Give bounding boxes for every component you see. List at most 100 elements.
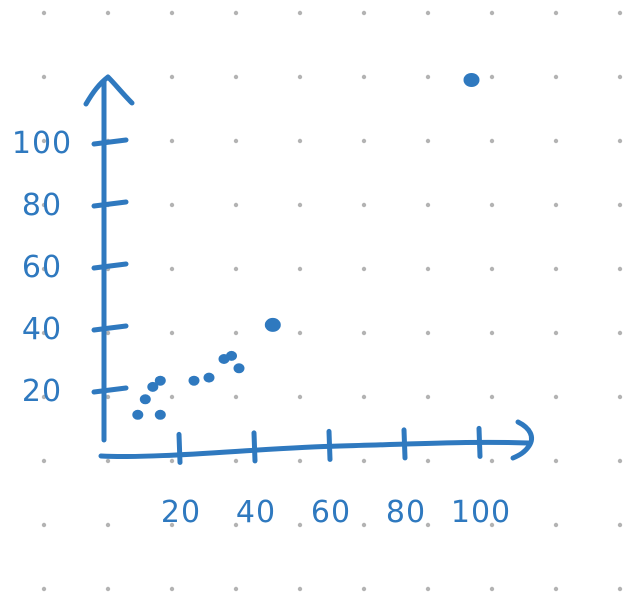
grid-dot — [41, 458, 47, 464]
y-axis-tick — [91, 261, 129, 271]
grid-dot — [297, 458, 303, 464]
grid-dot — [41, 522, 47, 528]
grid-dot — [297, 138, 303, 144]
grid-dot — [41, 10, 47, 16]
data-point — [226, 350, 237, 361]
grid-dot — [489, 458, 495, 464]
grid-dot — [361, 394, 367, 400]
grid-dot — [617, 522, 623, 528]
grid-dot — [105, 522, 111, 528]
grid-dot — [489, 586, 495, 592]
grid-dot — [169, 10, 175, 16]
grid-dot — [553, 266, 559, 272]
grid-dot — [105, 394, 111, 400]
grid-dot — [489, 266, 495, 272]
y-axis-tick — [91, 199, 129, 209]
data-point — [264, 317, 281, 332]
grid-dot — [425, 138, 431, 144]
grid-dot — [617, 330, 623, 336]
x-tick-label: 60 — [311, 495, 351, 530]
grid-dot — [425, 10, 431, 16]
axis-ticks — [91, 137, 483, 465]
axes — [83, 74, 534, 461]
grid-dot — [489, 138, 495, 144]
x-axis-line — [98, 439, 531, 460]
grid-dot — [617, 394, 623, 400]
x-axis-tick — [176, 431, 183, 465]
grid-dot — [297, 522, 303, 528]
data-point — [132, 409, 144, 420]
grid-dot — [41, 266, 47, 272]
y-axis-arrowhead — [83, 74, 135, 107]
grid-dot — [553, 202, 559, 208]
grid-dot — [233, 74, 239, 80]
grid-dot — [41, 394, 47, 400]
data-point — [188, 375, 200, 386]
data-point — [147, 381, 159, 392]
grid-dot — [361, 266, 367, 272]
x-axis-tick — [326, 428, 333, 462]
grid-dot — [169, 266, 175, 272]
grid-dot — [489, 522, 495, 528]
y-axis-tick — [91, 323, 129, 333]
y-tick-label: 80 — [22, 188, 62, 223]
grid-dot — [233, 138, 239, 144]
y-tick-label: 60 — [22, 250, 62, 285]
grid-dot — [297, 202, 303, 208]
grid-dot — [361, 10, 367, 16]
grid-dot — [297, 586, 303, 592]
grid-dot — [425, 202, 431, 208]
x-tick-label: 20 — [161, 495, 201, 530]
grid-dot — [617, 586, 623, 592]
grid-dot — [489, 394, 495, 400]
grid-dot — [41, 138, 47, 144]
grid-dot — [297, 330, 303, 336]
grid-dot — [617, 138, 623, 144]
grid-dot — [617, 74, 623, 80]
grid-dot — [489, 74, 495, 80]
grid-dot — [41, 74, 47, 80]
grid-dot — [617, 458, 623, 464]
grid-dot — [425, 74, 431, 80]
y-axis-tick — [91, 137, 129, 147]
grid-dot — [361, 330, 367, 336]
grid-dot — [233, 330, 239, 336]
grid-dot — [169, 138, 175, 144]
grid-dot — [361, 586, 367, 592]
x-axis-tick — [251, 430, 258, 464]
grid-dot — [489, 202, 495, 208]
grid-dot — [361, 74, 367, 80]
grid-dot — [41, 202, 47, 208]
grid-dot — [361, 522, 367, 528]
grid-dot — [297, 394, 303, 400]
grid-dot — [169, 330, 175, 336]
grid-dot — [617, 202, 623, 208]
grid-dot — [553, 10, 559, 16]
grid-dot — [105, 330, 111, 336]
grid-dot — [169, 74, 175, 80]
grid-dot — [169, 458, 175, 464]
grid-dot — [489, 330, 495, 336]
grid-dot — [233, 522, 239, 528]
grid-dot — [297, 266, 303, 272]
data-point — [139, 394, 151, 405]
grid-dot — [361, 202, 367, 208]
grid-dot — [553, 458, 559, 464]
grid-dot — [41, 330, 47, 336]
grid-dot — [297, 10, 303, 16]
grid-dot — [553, 74, 559, 80]
data-points — [132, 73, 480, 420]
y-axis-tick — [91, 385, 129, 395]
grid-dot — [105, 458, 111, 464]
y-tick-label: 40 — [22, 312, 62, 347]
grid-dot — [553, 586, 559, 592]
grid-dot — [169, 202, 175, 208]
grid-dot — [425, 586, 431, 592]
grid-dot — [169, 586, 175, 592]
x-tick-label: 100 — [451, 495, 511, 530]
grid-dot — [105, 10, 111, 16]
grid-dot — [169, 522, 175, 528]
grid-dot — [617, 10, 623, 16]
data-point — [203, 372, 215, 383]
grid-dot — [489, 10, 495, 16]
